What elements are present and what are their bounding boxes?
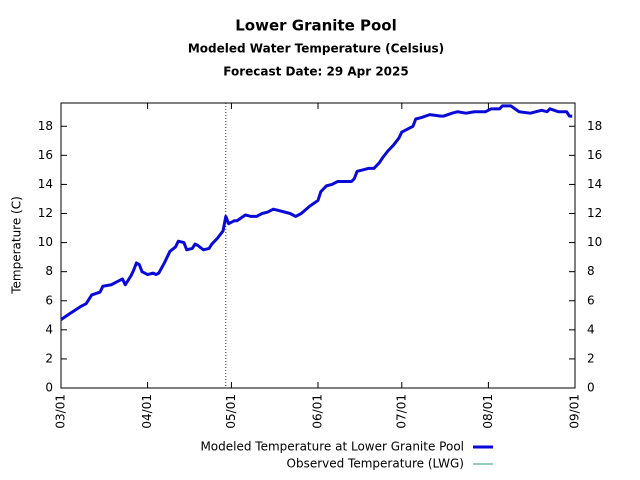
x-tick-label: 05/01 [224, 394, 238, 429]
y-tick-label: 18 [38, 119, 53, 133]
x-tick-label: 04/01 [140, 394, 154, 429]
y-tick-label: 14 [38, 177, 53, 191]
x-tick-label: 09/01 [568, 394, 582, 429]
chart-subtitle: Modeled Water Temperature (Celsius) [188, 42, 444, 56]
chart-subtitle: Forecast Date: 29 Apr 2025 [223, 65, 408, 79]
y2-tick-label: 18 [587, 119, 602, 133]
legend-label: Observed Temperature (LWG) [287, 457, 465, 471]
x-tick-label: 03/01 [54, 394, 68, 429]
y-tick-label: 4 [45, 322, 53, 336]
series-line [60, 104, 573, 321]
y-tick-label: 6 [45, 293, 53, 307]
y-tick-label: 8 [45, 264, 53, 278]
y2-tick-label: 2 [587, 351, 595, 365]
y2-tick-label: 16 [587, 148, 602, 162]
y-tick-label: 2 [45, 351, 53, 365]
y-tick-label: 16 [38, 148, 53, 162]
y2-tick-label: 12 [587, 206, 602, 220]
y-tick-label: 0 [45, 381, 53, 395]
chart-title: Lower Granite Pool [235, 17, 396, 35]
y-axis-label: Temperature (C) [10, 196, 24, 295]
y2-tick-label: 6 [587, 293, 595, 307]
y-tick-label: 12 [38, 206, 53, 220]
y2-tick-label: 14 [587, 177, 602, 191]
plot-frame [60, 102, 576, 389]
x-tick-label: 06/01 [311, 394, 325, 429]
x-tick-label: 07/01 [394, 394, 408, 429]
legend-label: Modeled Temperature at Lower Granite Poo… [200, 440, 464, 454]
y2-tick-label: 4 [587, 322, 595, 336]
x-tick-label: 08/01 [481, 394, 495, 429]
y-tick-label: 10 [38, 235, 53, 249]
y2-tick-label: 8 [587, 264, 595, 278]
y2-tick-label: 10 [587, 235, 602, 249]
y2-tick-label: 0 [587, 381, 595, 395]
